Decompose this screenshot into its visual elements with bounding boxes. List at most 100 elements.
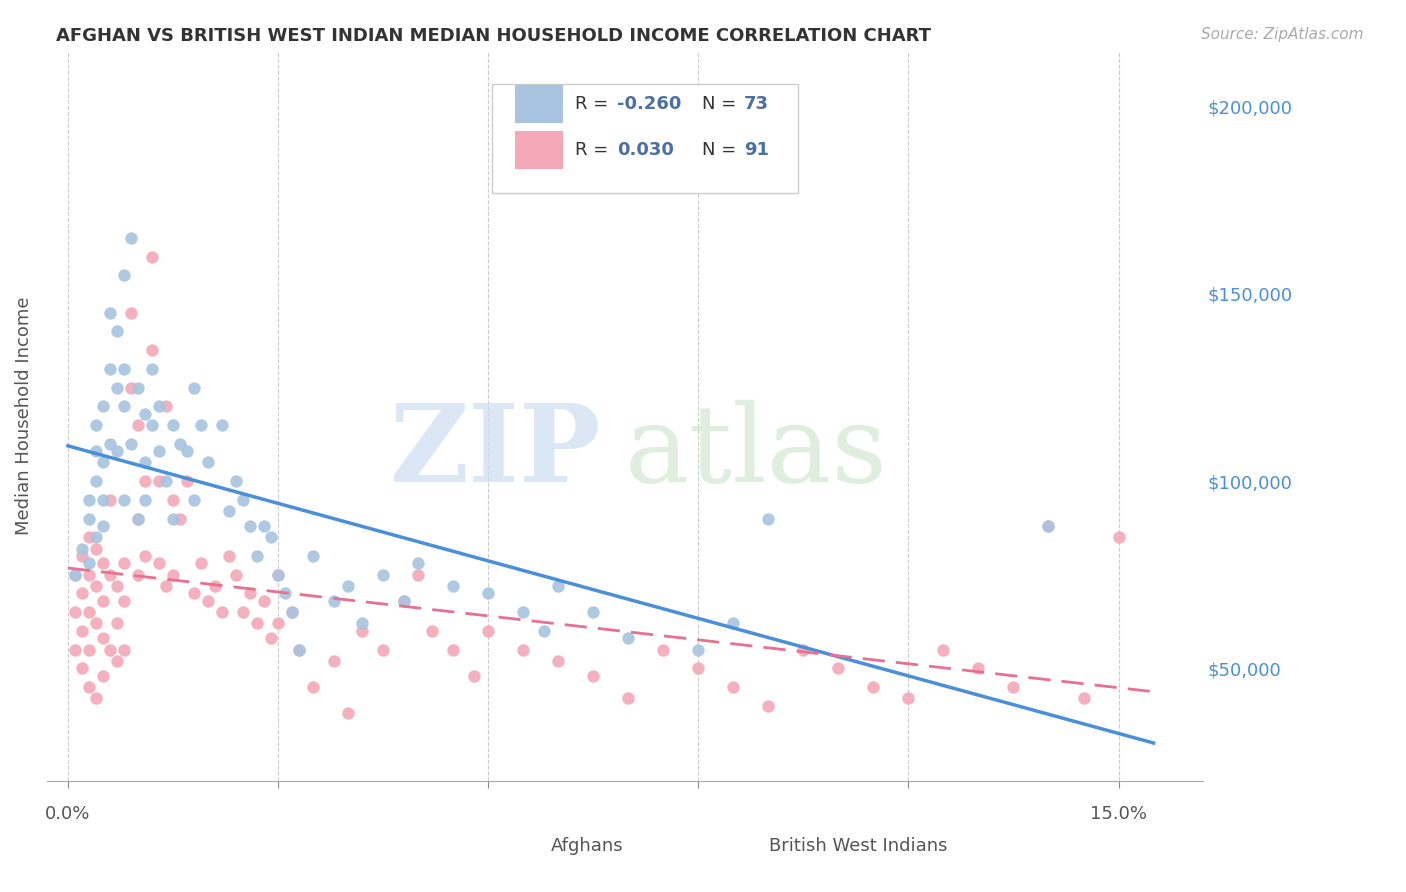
FancyBboxPatch shape: [515, 131, 564, 169]
Point: [105, 579, 128, 593]
Text: 0.0%: 0.0%: [45, 805, 90, 823]
Point: [91, 399, 114, 413]
Point: [617, 691, 640, 706]
Point: [792, 642, 814, 657]
Text: 15.0%: 15.0%: [1090, 805, 1147, 823]
Point: [77, 642, 100, 657]
Point: [756, 698, 779, 713]
Point: [148, 444, 170, 458]
Text: Source: ZipAtlas.com: Source: ZipAtlas.com: [1201, 27, 1364, 42]
Point: [112, 399, 135, 413]
Point: [337, 579, 360, 593]
Point: [371, 642, 394, 657]
Text: 73: 73: [744, 95, 769, 113]
Point: [91, 669, 114, 683]
Text: -0.260: -0.260: [617, 95, 681, 113]
Point: [91, 519, 114, 533]
Point: [84, 417, 107, 432]
Point: [105, 380, 128, 394]
Point: [162, 511, 184, 525]
Point: [134, 407, 156, 421]
Text: 0.030: 0.030: [617, 141, 673, 159]
Point: [162, 567, 184, 582]
Point: [148, 557, 170, 571]
Point: [120, 306, 142, 320]
Point: [211, 605, 233, 619]
Point: [112, 362, 135, 376]
Point: [967, 661, 990, 675]
FancyBboxPatch shape: [492, 84, 799, 193]
Point: [723, 616, 745, 631]
Point: [91, 492, 114, 507]
Point: [204, 579, 226, 593]
Point: [406, 557, 429, 571]
Point: [70, 624, 93, 638]
Point: [190, 557, 212, 571]
Point: [688, 642, 710, 657]
Point: [134, 492, 156, 507]
Point: [77, 680, 100, 694]
Point: [420, 624, 443, 638]
Point: [897, 691, 920, 706]
Point: [77, 605, 100, 619]
Text: 91: 91: [744, 141, 769, 159]
Point: [1073, 691, 1095, 706]
Point: [63, 642, 86, 657]
Point: [112, 268, 135, 283]
Point: [70, 661, 93, 675]
Point: [91, 455, 114, 469]
Point: [141, 343, 163, 358]
Point: [91, 632, 114, 646]
Point: [183, 380, 205, 394]
Point: [112, 557, 135, 571]
Point: [547, 579, 569, 593]
Point: [127, 380, 149, 394]
Point: [281, 605, 304, 619]
Point: [288, 642, 311, 657]
Point: [77, 567, 100, 582]
Point: [105, 444, 128, 458]
Point: [98, 436, 121, 450]
Point: [688, 661, 710, 675]
Text: R =: R =: [575, 141, 614, 159]
Point: [127, 511, 149, 525]
Point: [162, 492, 184, 507]
Point: [127, 567, 149, 582]
Text: atlas: atlas: [624, 400, 887, 505]
Point: [1108, 530, 1130, 544]
Point: [246, 549, 269, 563]
Point: [211, 417, 233, 432]
Point: [260, 530, 283, 544]
Point: [63, 567, 86, 582]
Point: [77, 530, 100, 544]
Point: [756, 511, 779, 525]
Point: [337, 706, 360, 721]
Point: [477, 586, 499, 600]
Point: [260, 632, 283, 646]
Point: [134, 455, 156, 469]
Point: [162, 417, 184, 432]
Point: [218, 504, 240, 518]
Point: [392, 594, 415, 608]
Point: [176, 474, 198, 488]
Point: [232, 492, 254, 507]
Point: [288, 642, 311, 657]
Point: [932, 642, 955, 657]
FancyBboxPatch shape: [714, 827, 765, 864]
Point: [582, 605, 605, 619]
FancyBboxPatch shape: [496, 827, 547, 864]
Point: [84, 541, 107, 556]
Point: [98, 306, 121, 320]
Point: [141, 362, 163, 376]
Point: [652, 642, 675, 657]
Point: [232, 605, 254, 619]
Point: [91, 557, 114, 571]
Point: [183, 492, 205, 507]
Point: [274, 586, 297, 600]
Point: [225, 474, 247, 488]
Point: [98, 642, 121, 657]
Point: [84, 616, 107, 631]
Point: [1002, 680, 1025, 694]
Point: [352, 624, 374, 638]
Point: [84, 444, 107, 458]
